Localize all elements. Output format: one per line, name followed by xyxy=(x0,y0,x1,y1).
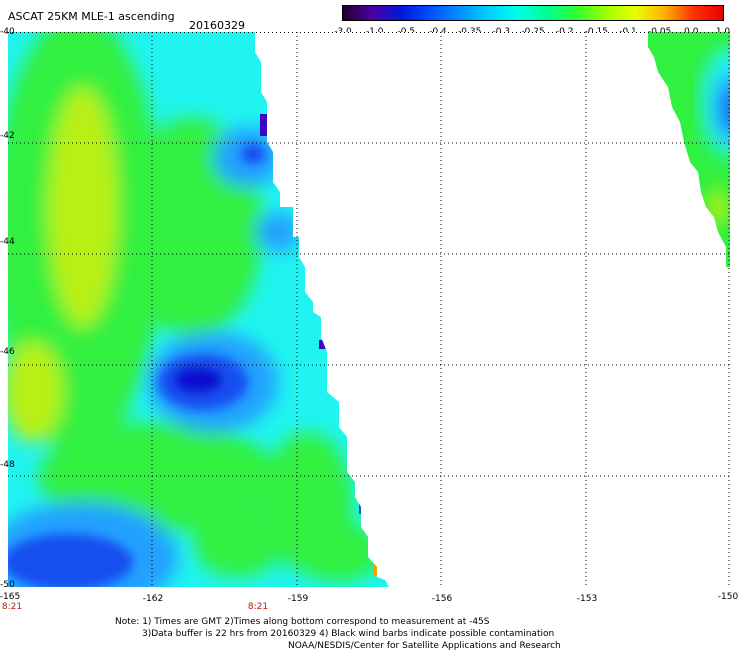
left-swath xyxy=(8,32,389,587)
time-label: 8:21 xyxy=(1,602,23,612)
note-line-1: Note: 1) Times are GMT 2)Times along bot… xyxy=(115,617,490,627)
footnotes: Note: 1) Times are GMT 2)Times along bot… xyxy=(115,616,561,652)
lat-label: -42 xyxy=(0,131,15,141)
lat-label: -44 xyxy=(0,237,15,247)
lon-label: -159 xyxy=(287,594,309,604)
lat-label: -46 xyxy=(0,347,15,357)
wind-speed-map xyxy=(8,32,730,587)
right-swath xyxy=(648,32,730,267)
lon-label: -165 xyxy=(0,592,21,602)
lon-label: -150 xyxy=(717,592,739,602)
lat-label: -48 xyxy=(0,460,15,470)
note-line-2: 3)Data buffer is 22 hrs from 20160329 4)… xyxy=(142,629,555,639)
lat-label: -40 xyxy=(0,27,15,37)
color-scale-bar xyxy=(342,5,724,21)
time-label: 8:21 xyxy=(247,602,269,612)
chart-title: ASCAT 25KM MLE-1 ascending xyxy=(8,10,175,23)
note-line-3: NOAA/NESDIS/Center for Satellite Applica… xyxy=(288,641,561,651)
lon-label: -156 xyxy=(431,594,453,604)
lon-label: -153 xyxy=(576,594,598,604)
date-label: 20160329 xyxy=(189,19,245,32)
lon-label: -162 xyxy=(142,594,164,604)
lat-label: -50 xyxy=(0,580,15,590)
map-gridlines xyxy=(8,32,730,587)
